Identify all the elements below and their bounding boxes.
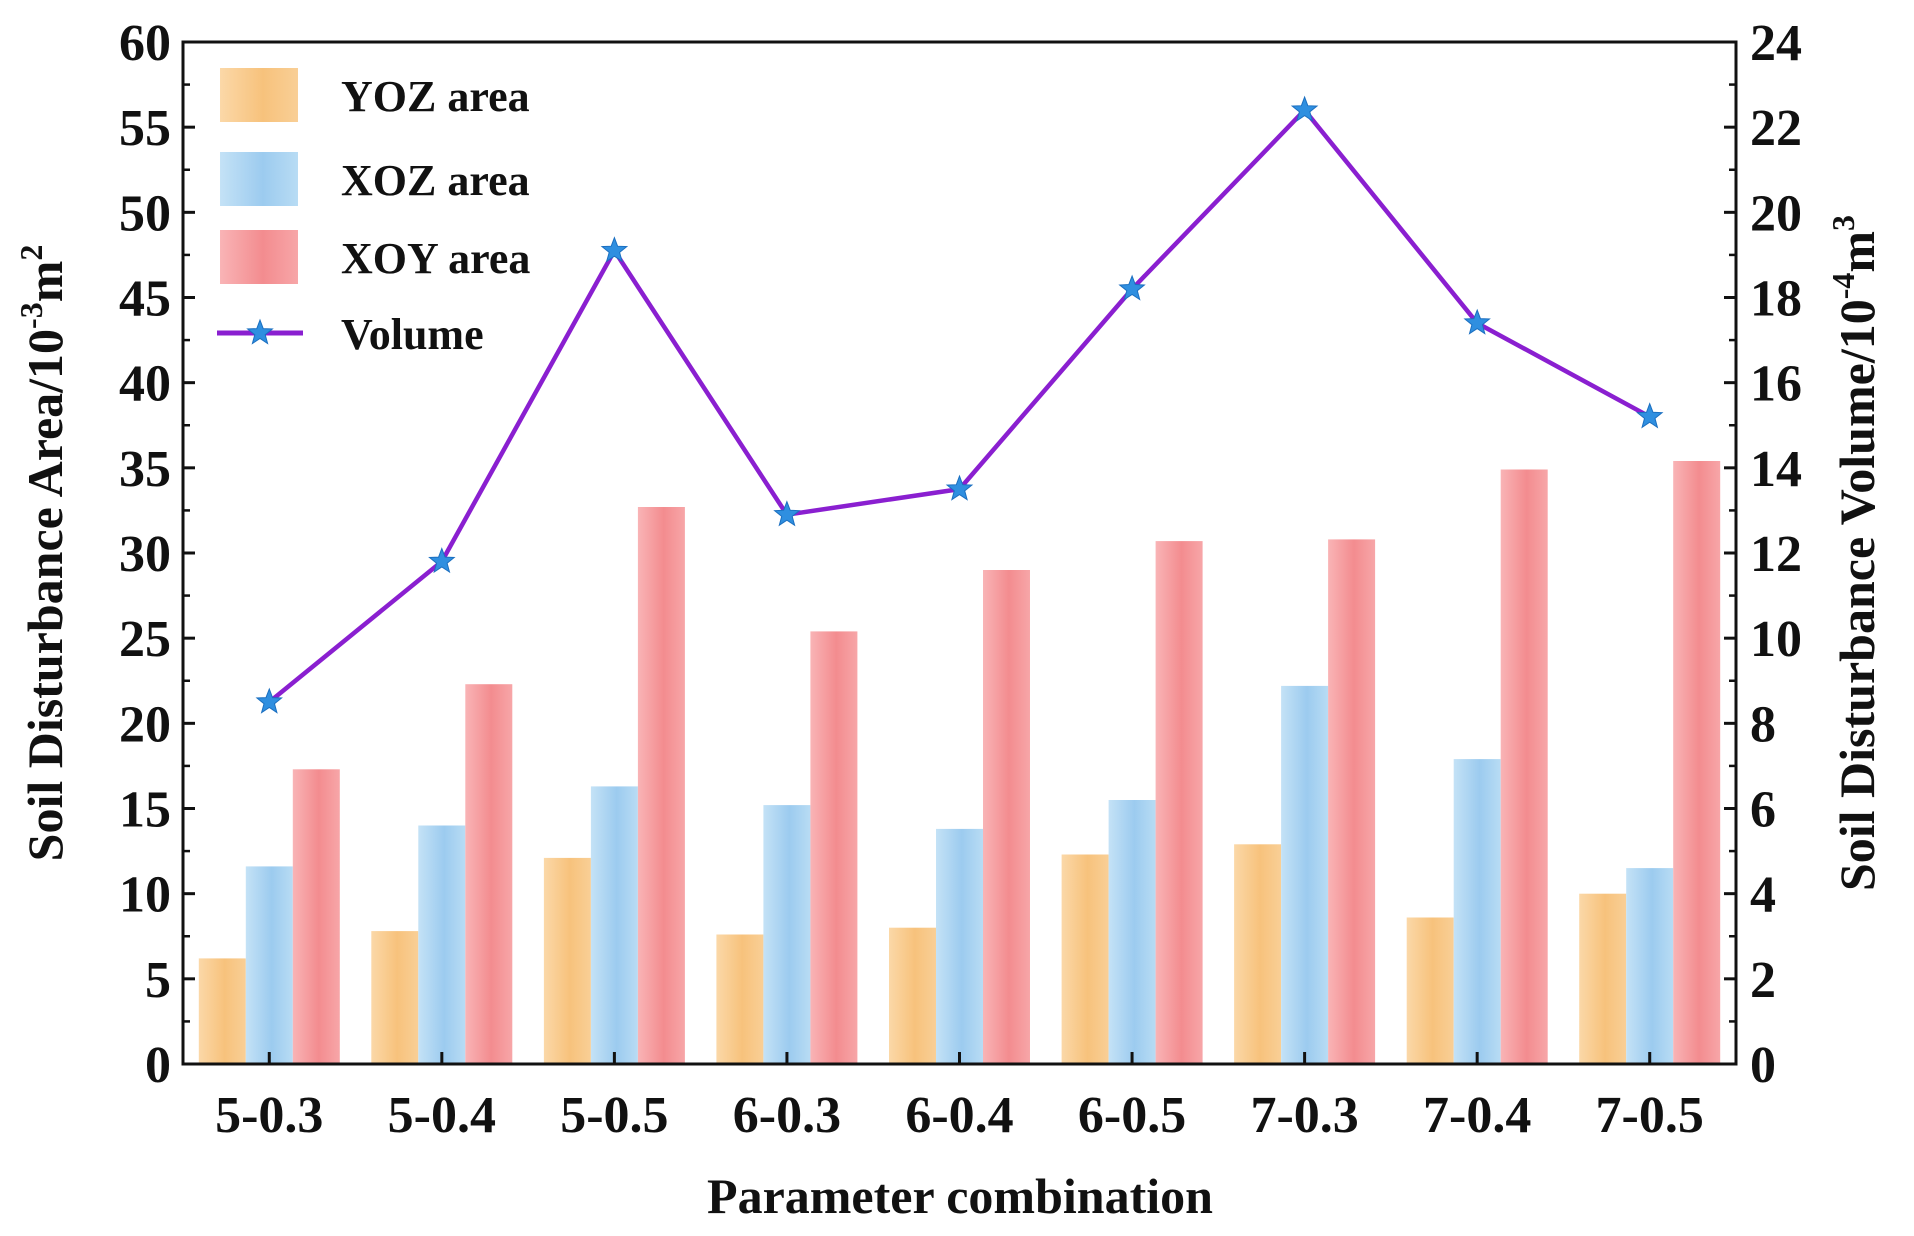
y-axis-title-exp: -3 bbox=[13, 302, 49, 329]
y2-axis-title-unit: m bbox=[1829, 231, 1885, 273]
bar-xoz-6-0.4 bbox=[936, 828, 983, 1064]
y-axis-title-main: Soil Disturbance Area/10 bbox=[17, 329, 73, 861]
left-tick-label: 60 bbox=[119, 15, 171, 72]
legend: YOZ area XOZ area XOY area Volume bbox=[217, 68, 530, 359]
y-axis-title-unit-exp: 2 bbox=[13, 245, 49, 261]
right-tick-label: 8 bbox=[1750, 696, 1776, 753]
legend-swatch-xoz bbox=[220, 152, 298, 206]
bar-yoz-6-0.4 bbox=[889, 927, 936, 1064]
bar-yoz-5-0.4 bbox=[371, 931, 419, 1064]
right-tick-label: 4 bbox=[1750, 867, 1776, 924]
bar-xoz-6-0.3 bbox=[763, 805, 811, 1064]
volume-point-5-0.3 bbox=[255, 687, 283, 714]
legend-label-volume: Volume bbox=[341, 310, 484, 359]
volume-point-6-0.5 bbox=[1118, 274, 1146, 301]
x-tick-label: 5-0.3 bbox=[215, 1087, 323, 1144]
bar-yoz-6-0.5 bbox=[1061, 854, 1109, 1064]
volume-point-7-0.5 bbox=[1636, 402, 1664, 429]
right-tick-label: 16 bbox=[1750, 356, 1802, 413]
volume-point-5-0.5 bbox=[600, 236, 629, 263]
y2-axis-title-main: Soil Disturbance Volume/10 bbox=[1829, 299, 1885, 891]
left-tick-label: 25 bbox=[119, 611, 171, 668]
x-tick-label: 7-0.3 bbox=[1250, 1087, 1358, 1144]
x-tick-label: 7-0.5 bbox=[1596, 1087, 1704, 1144]
right-tick-label: 0 bbox=[1750, 1037, 1776, 1094]
x-axis-title: Parameter combination bbox=[707, 1168, 1213, 1224]
right-tick-label: 24 bbox=[1750, 15, 1802, 72]
legend-swatch-yoz bbox=[220, 68, 298, 122]
left-tick-label: 0 bbox=[145, 1037, 171, 1094]
bar-xoz-5-0.3 bbox=[245, 866, 293, 1064]
volume-line-layer bbox=[255, 95, 1664, 714]
legend-star-icon bbox=[246, 318, 274, 345]
bar-xoy-7-0.4 bbox=[1500, 469, 1548, 1064]
bar-xoy-5-0.3 bbox=[292, 769, 340, 1064]
bar-yoz-5-0.3 bbox=[198, 958, 246, 1064]
legend-swatch-xoy bbox=[220, 230, 298, 284]
right-tick-label: 6 bbox=[1750, 782, 1776, 839]
volume-point-5-0.4 bbox=[428, 547, 456, 574]
left-tick-label: 5 bbox=[145, 952, 171, 1009]
bars-layer bbox=[198, 461, 1721, 1064]
x-tick-label: 5-0.5 bbox=[560, 1087, 668, 1144]
left-axis-ticks: 0 5 10 15 20 25 30 35 40 45 50 55 60 bbox=[119, 15, 195, 1094]
bar-xoy-6-0.3 bbox=[810, 631, 858, 1064]
x-tick-label: 6-0.3 bbox=[733, 1087, 841, 1144]
bar-xoz-6-0.5 bbox=[1108, 800, 1156, 1064]
right-tick-label: 18 bbox=[1750, 271, 1802, 328]
bar-xoz-7-0.4 bbox=[1453, 759, 1501, 1064]
x-tick-label: 5-0.4 bbox=[388, 1087, 496, 1144]
right-tick-label: 20 bbox=[1750, 185, 1802, 242]
bar-xoy-6-0.5 bbox=[1155, 541, 1203, 1064]
bar-xoy-5-0.5 bbox=[637, 507, 685, 1064]
volume-point-6-0.3 bbox=[773, 500, 801, 527]
left-tick-label: 35 bbox=[119, 441, 171, 498]
volume-point-6-0.4 bbox=[945, 474, 974, 501]
left-tick-label: 30 bbox=[119, 526, 171, 583]
bar-xoz-5-0.5 bbox=[590, 786, 638, 1064]
left-tick-label: 40 bbox=[119, 356, 171, 413]
x-tick-label: 6-0.4 bbox=[905, 1087, 1013, 1144]
x-tick-label: 7-0.4 bbox=[1423, 1087, 1531, 1144]
bar-yoz-7-0.3 bbox=[1234, 844, 1282, 1064]
bar-xoz-7-0.5 bbox=[1626, 868, 1674, 1064]
bar-yoz-7-0.4 bbox=[1406, 917, 1454, 1064]
y-axis-title: Soil Disturbance Area/10-3m2 bbox=[13, 245, 73, 862]
bar-xoy-7-0.5 bbox=[1673, 461, 1721, 1064]
bar-yoz-6-0.3 bbox=[716, 934, 764, 1064]
legend-label-xoy: XOY area bbox=[341, 234, 530, 283]
bar-yoz-7-0.5 bbox=[1579, 893, 1627, 1064]
bar-xoy-5-0.4 bbox=[465, 684, 513, 1064]
left-tick-label: 20 bbox=[119, 696, 171, 753]
left-tick-label: 15 bbox=[119, 782, 171, 839]
y2-axis-title-exp: -4 bbox=[1825, 273, 1861, 300]
volume-point-7-0.3 bbox=[1290, 95, 1319, 122]
y-axis-title-unit: m bbox=[17, 261, 73, 303]
left-tick-label: 45 bbox=[119, 271, 171, 328]
bar-xoy-7-0.3 bbox=[1328, 539, 1376, 1064]
left-tick-label: 10 bbox=[119, 867, 171, 924]
right-tick-label: 12 bbox=[1750, 526, 1802, 583]
left-tick-label: 55 bbox=[119, 100, 171, 157]
legend-label-xoz: XOZ area bbox=[341, 156, 530, 205]
bar-xoy-6-0.4 bbox=[983, 570, 1030, 1064]
bar-xoz-7-0.3 bbox=[1281, 685, 1329, 1064]
right-tick-label: 22 bbox=[1750, 100, 1802, 157]
right-tick-label: 14 bbox=[1750, 441, 1802, 498]
bar-yoz-5-0.5 bbox=[543, 857, 591, 1064]
legend-label-yoz: YOZ area bbox=[341, 72, 530, 121]
x-tick-label: 6-0.5 bbox=[1078, 1087, 1186, 1144]
y2-axis-title-unit-exp: 3 bbox=[1825, 215, 1861, 231]
right-tick-label: 10 bbox=[1750, 611, 1802, 668]
volume-point-7-0.4 bbox=[1463, 308, 1491, 335]
y2-axis-title: Soil Disturbance Volume/10-4m3 bbox=[1825, 215, 1885, 891]
right-tick-label: 2 bbox=[1750, 952, 1776, 1009]
x-axis-ticks: 5-0.3 5-0.4 5-0.5 6-0.3 6-0.4 6-0.5 7-0.3 7-0.4… bbox=[215, 1052, 1704, 1144]
left-tick-label: 50 bbox=[119, 185, 171, 242]
bar-xoz-5-0.4 bbox=[418, 825, 466, 1064]
